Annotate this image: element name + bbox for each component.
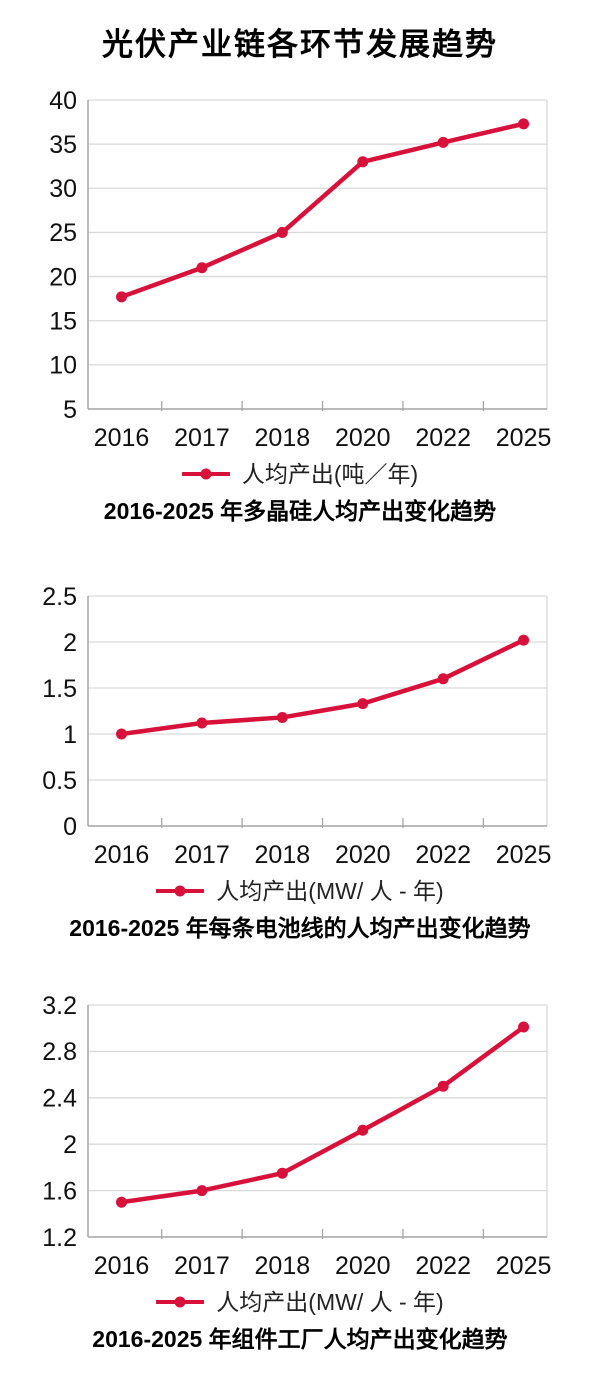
trend-line bbox=[119, 637, 526, 737]
x-axis-label: 2016 bbox=[94, 1252, 150, 1279]
legend: 人均产出(吨／年) bbox=[0, 459, 600, 489]
data-point bbox=[357, 698, 369, 710]
data-point bbox=[276, 711, 288, 723]
x-axis-label: 2018 bbox=[255, 424, 311, 451]
line-marker-icon bbox=[181, 468, 230, 480]
polysilicon-chart-section: 5 10 15 20 25 30 35 40 2016 2017 2018 2020 2022 2025 … bbox=[0, 88, 600, 526]
y-axis-label: 1 bbox=[63, 721, 77, 749]
x-axis-label: 2022 bbox=[415, 841, 471, 868]
y-axis-label: 35 bbox=[49, 131, 77, 159]
x-axis-label: 2016 bbox=[94, 424, 150, 451]
report-page: 光伏产业链各环节发展趋势 5 10 15 20 25 30 35 40 2016 2017 2018… bbox=[0, 27, 600, 1354]
data-point bbox=[518, 118, 530, 130]
x-axis-label: 2020 bbox=[335, 424, 391, 451]
y-axis-label: 1.6 bbox=[42, 1177, 77, 1205]
data-point bbox=[196, 717, 208, 729]
legend: 人均产出(MW/ 人 - 年) bbox=[0, 876, 600, 906]
data-point bbox=[116, 291, 128, 303]
data-point bbox=[518, 634, 530, 646]
x-axis-label: 2022 bbox=[415, 424, 471, 451]
y-axis-label: 2.5 bbox=[42, 586, 77, 611]
x-axis-label: 2018 bbox=[255, 841, 311, 868]
y-axis-label: 15 bbox=[49, 307, 77, 335]
y-axis-label: 2 bbox=[63, 629, 77, 657]
trend-line bbox=[119, 1024, 526, 1205]
y-axis-label: 0 bbox=[63, 813, 77, 841]
data-point bbox=[437, 136, 449, 148]
data-point bbox=[196, 262, 208, 274]
y-axis-label: 40 bbox=[49, 88, 77, 115]
x-axis-label: 2017 bbox=[174, 841, 230, 868]
legend-label: 人均产出(MW/ 人 - 年) bbox=[216, 1289, 444, 1315]
data-point bbox=[357, 156, 369, 168]
chart-caption: 2016-2025 年组件工厂人均产出变化趋势 bbox=[92, 1326, 508, 1352]
line-marker-icon bbox=[156, 1296, 205, 1308]
y-axis-label: 10 bbox=[49, 352, 77, 380]
y-axis-label: 2 bbox=[63, 1131, 77, 1159]
chart-caption: 2016-2025 年每条电池线的人均产出变化趋势 bbox=[69, 915, 531, 941]
module-factory-line-chart: 1.2 1.6 2 2.4 2.8 3.2 2016 2017 2018 2020 2022 2025 bbox=[42, 993, 552, 1279]
chart-caption: 2016-2025 年多晶硅人均产出变化趋势 bbox=[103, 498, 497, 524]
data-point bbox=[437, 1080, 449, 1092]
y-axis-label: 20 bbox=[49, 263, 77, 291]
x-axis-label: 2018 bbox=[255, 1252, 311, 1279]
x-axis-label: 2017 bbox=[174, 424, 230, 451]
y-axis-label: 2.4 bbox=[42, 1085, 77, 1113]
data-point bbox=[196, 1185, 208, 1197]
x-axis-label: 2022 bbox=[415, 1252, 471, 1279]
data-point bbox=[116, 728, 128, 740]
y-axis-label: 2.8 bbox=[42, 1038, 77, 1066]
data-point bbox=[116, 1196, 128, 1208]
y-axis-label: 5 bbox=[63, 396, 77, 424]
data-point bbox=[518, 1021, 530, 1033]
x-axis-label: 2020 bbox=[335, 841, 391, 868]
y-axis-label: 1.2 bbox=[42, 1224, 77, 1252]
data-point bbox=[276, 1167, 288, 1179]
x-axis-label: 2020 bbox=[335, 1252, 391, 1279]
legend: 人均产出(MW/ 人 - 年) bbox=[0, 1287, 600, 1317]
x-axis-label: 2016 bbox=[94, 841, 150, 868]
legend-label: 人均产出(吨／年) bbox=[241, 461, 419, 487]
y-axis-label: 3.2 bbox=[42, 993, 77, 1020]
legend-label: 人均产出(MW/ 人 - 年) bbox=[216, 878, 444, 904]
x-axis-label: 2017 bbox=[174, 1252, 230, 1279]
y-axis-label: 30 bbox=[49, 175, 77, 203]
y-axis-label: 25 bbox=[49, 219, 77, 247]
line-marker-icon bbox=[156, 885, 205, 897]
y-axis-label: 0.5 bbox=[42, 767, 77, 795]
x-axis-label: 2025 bbox=[496, 424, 552, 451]
page-title: 光伏产业链各环节发展趋势 bbox=[102, 27, 498, 62]
data-point bbox=[437, 673, 449, 685]
cell-line-line-chart: 0 0.5 1 1.5 2 2.5 2016 2017 2018 2020 2022 2025 bbox=[42, 586, 552, 868]
module-factory-chart-section: 1.2 1.6 2 2.4 2.8 3.2 2016 2017 2018 2020 2022 2025… bbox=[0, 993, 600, 1354]
x-axis-label: 2025 bbox=[496, 841, 552, 868]
trend-line bbox=[119, 121, 526, 300]
cell-line-chart-section: 0 0.5 1 1.5 2 2.5 2016 2017 2018 2020 2022 2025 人均产… bbox=[0, 586, 600, 943]
data-point bbox=[357, 1124, 369, 1136]
y-axis-label: 1.5 bbox=[42, 675, 77, 703]
x-axis-label: 2025 bbox=[496, 1252, 552, 1279]
data-point bbox=[276, 226, 288, 238]
